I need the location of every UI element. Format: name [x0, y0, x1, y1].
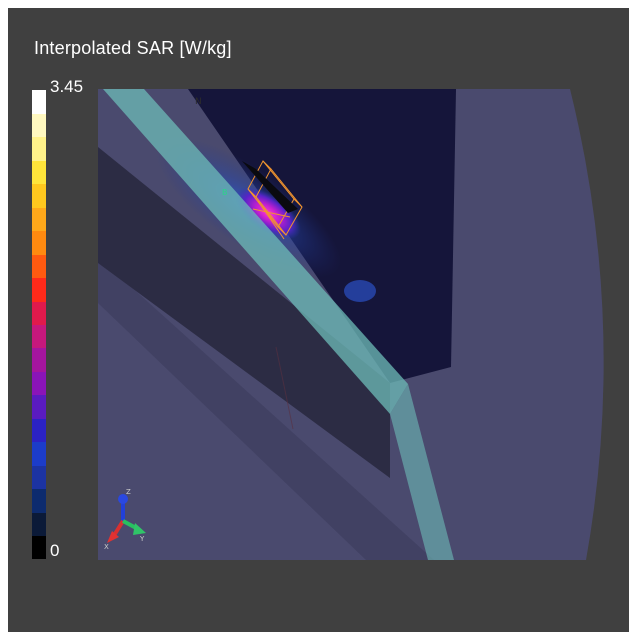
colorbar-segment	[32, 465, 46, 490]
x-axis-icon	[107, 531, 119, 543]
colorbar-segment	[32, 254, 46, 279]
skin-layer-side	[390, 384, 454, 560]
label-n: N	[195, 97, 202, 107]
x-axis-label: X	[104, 543, 109, 551]
y-axis-icon	[133, 523, 146, 535]
colorbar-segment	[32, 394, 46, 419]
colorbar-segment	[32, 230, 46, 255]
skin-layer-top	[103, 89, 408, 414]
colorbar-segment	[32, 535, 46, 560]
colorbar-segment	[32, 183, 46, 208]
colorbar-segment	[32, 160, 46, 185]
guide-line	[275, 346, 294, 430]
colorbar-segment	[32, 441, 46, 466]
colorbar-segment	[32, 301, 46, 325]
shadow-plane	[98, 257, 434, 560]
colorbar-segment	[32, 277, 46, 302]
label-marker: B	[222, 188, 228, 197]
colorbar-segment	[32, 418, 46, 443]
colorbar-segment	[32, 90, 46, 114]
colorbar-segment	[32, 113, 46, 138]
sar-colorbar	[32, 90, 46, 560]
colorbar-segment	[32, 512, 46, 537]
orientation-triad[interactable]: Y X Z	[104, 488, 146, 551]
z-axis-icon	[118, 494, 128, 504]
colorbar-max-label: 3.45	[50, 77, 84, 96]
3d-viewport[interactable]: N B Y X Z	[98, 89, 618, 561]
legend-title: Interpolated SAR [W/kg]	[34, 38, 232, 58]
antenna-wireframe	[247, 160, 303, 240]
probe-object	[242, 161, 298, 213]
colorbar-segment	[32, 488, 46, 513]
y-axis-label: Y	[139, 535, 145, 543]
sar-field-patch	[344, 280, 376, 302]
z-axis-label: Z	[126, 488, 131, 496]
colorbar-segment	[32, 207, 46, 232]
colorbar-segment	[32, 347, 46, 372]
colorbar-segment	[32, 371, 46, 396]
slab-side	[98, 147, 390, 478]
colorbar-segment	[32, 324, 46, 349]
colorbar-segment	[32, 136, 46, 161]
colorbar-min-label: 0	[50, 541, 60, 560]
